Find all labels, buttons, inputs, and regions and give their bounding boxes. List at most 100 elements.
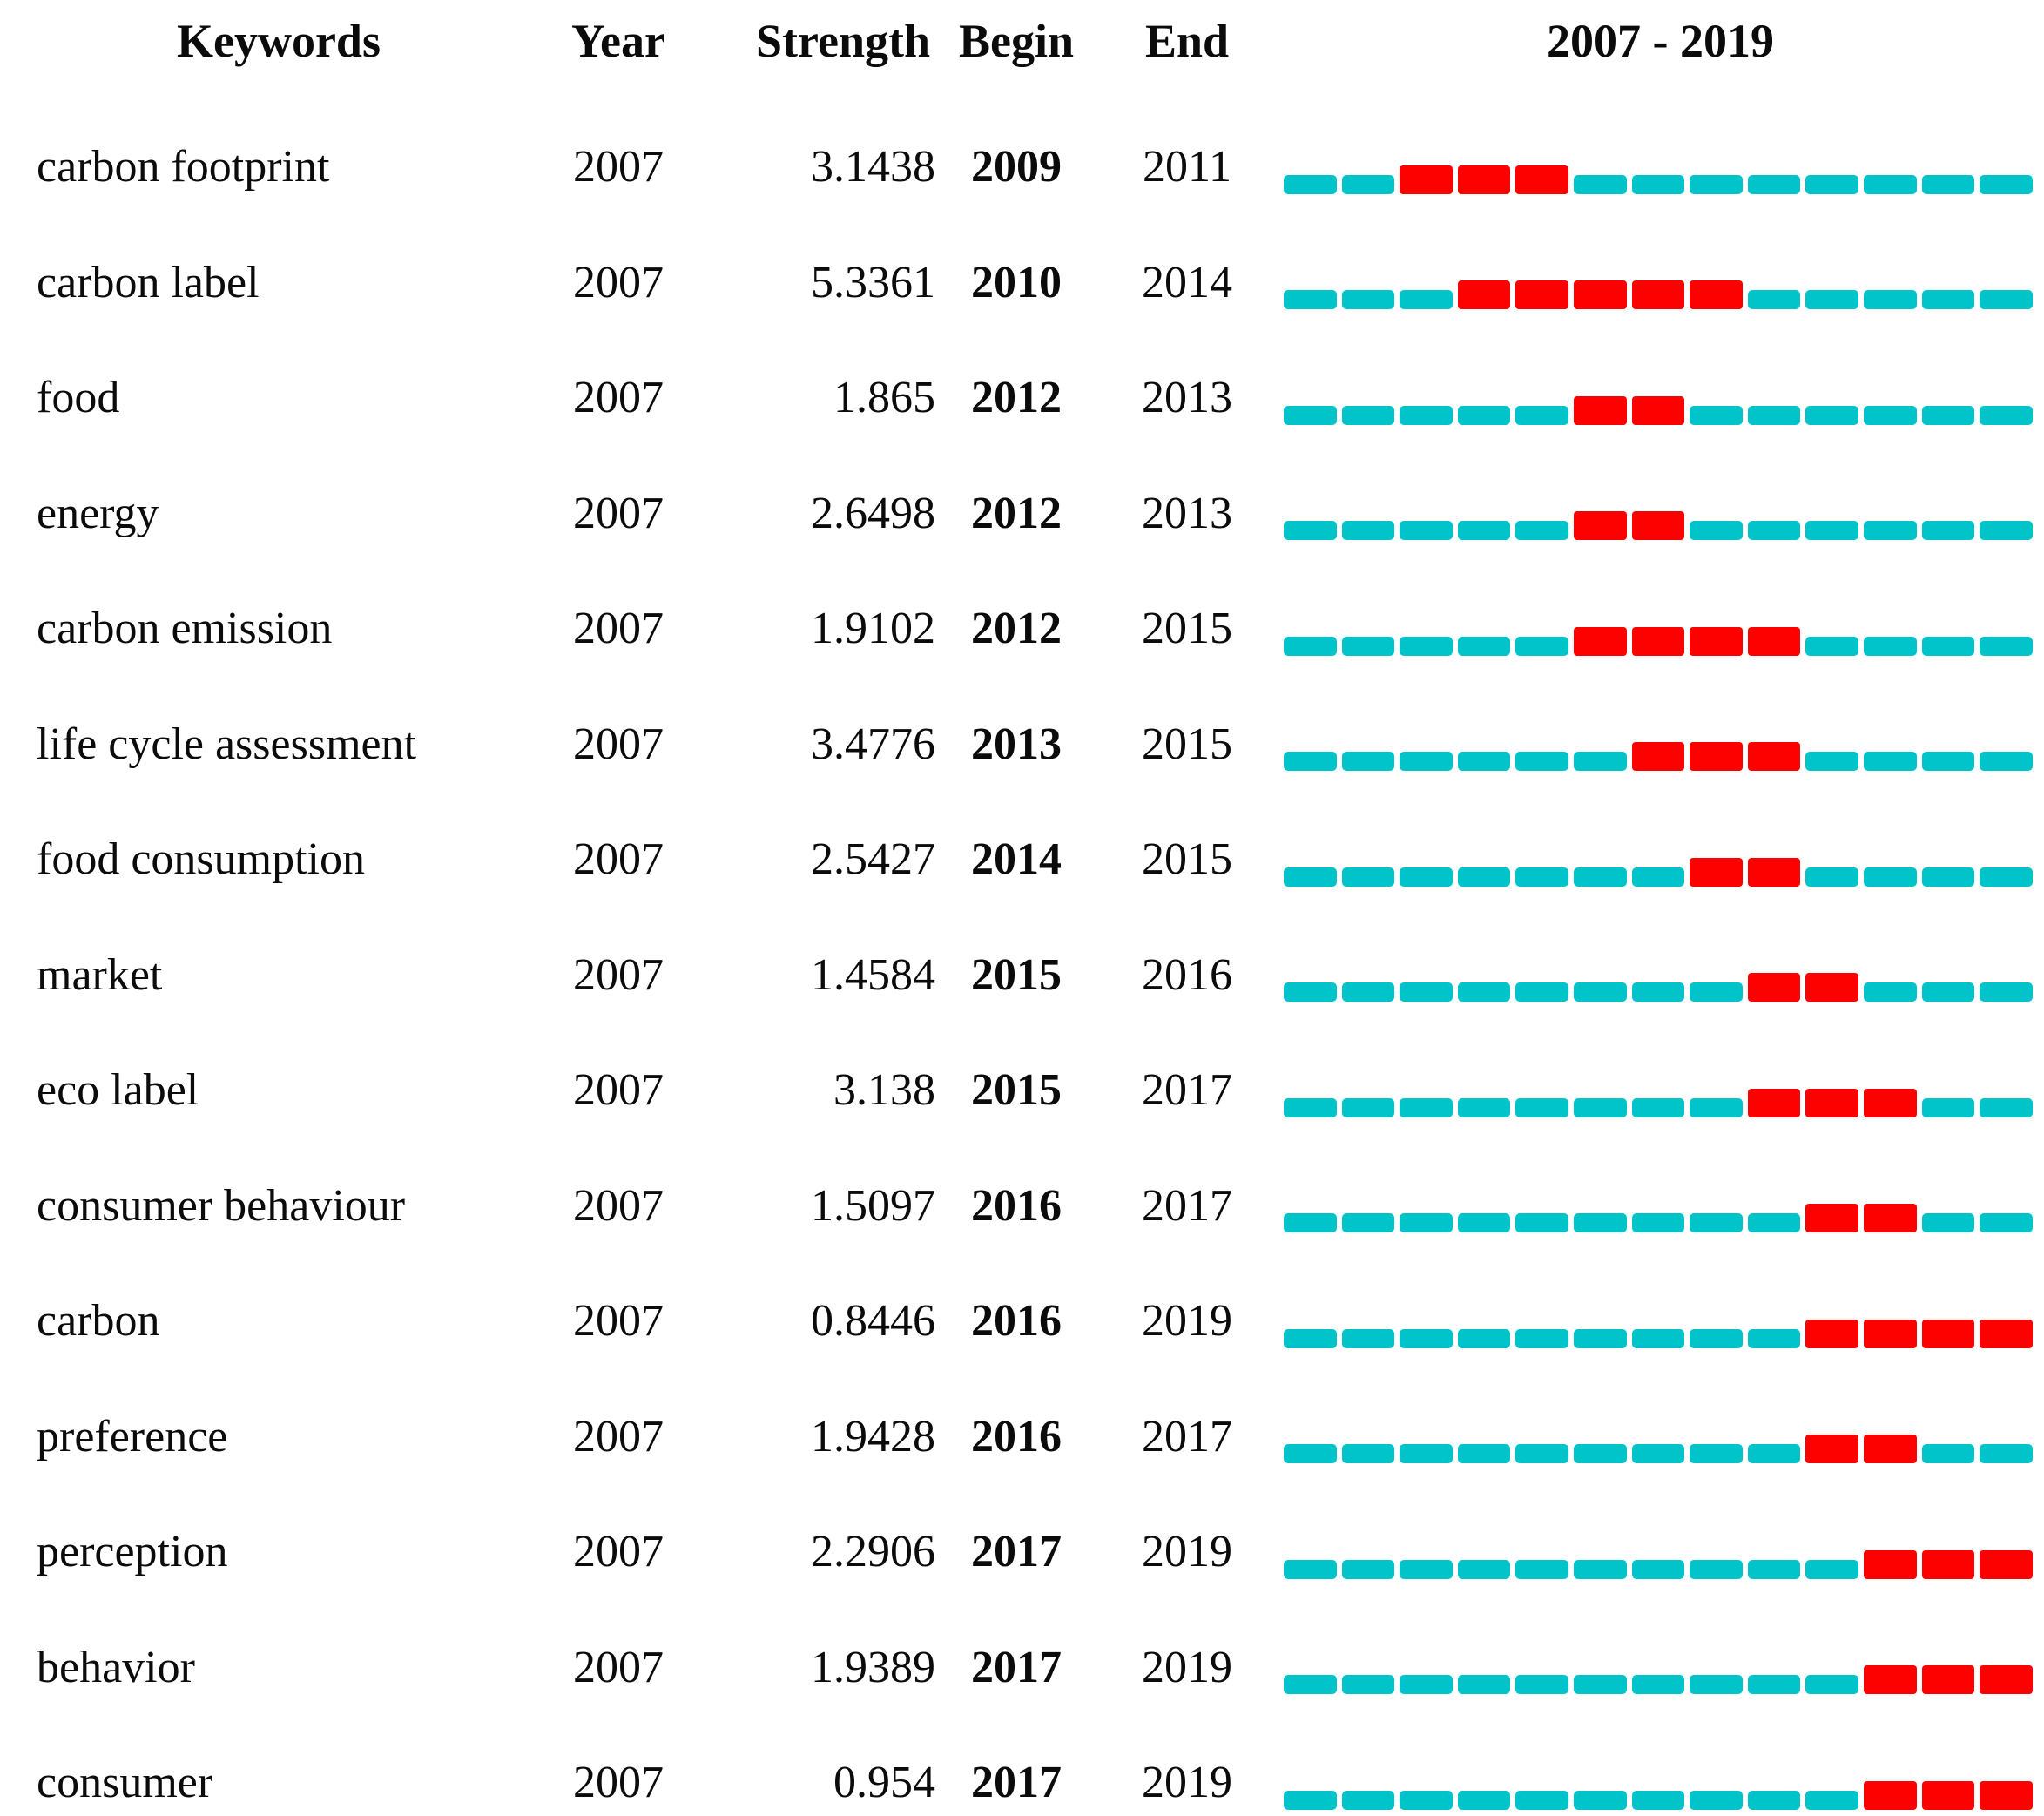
base-segment	[1515, 752, 1568, 771]
end-cell: 2019	[1142, 1296, 1232, 1346]
base-segment	[1921, 636, 1975, 656]
year-cell: 2007	[573, 719, 664, 769]
base-segment	[1921, 405, 1975, 425]
burst-segment	[1400, 165, 1453, 194]
table-row: food consumption 2007 2.5427 2014 2015	[0, 776, 2044, 892]
burst-segment	[1573, 280, 1627, 309]
header-begin: Begin	[958, 15, 1075, 67]
keyword-cell: food consumption	[37, 834, 365, 884]
burst-segment	[1573, 626, 1627, 656]
base-segment	[1400, 1213, 1453, 1232]
base-segment	[1921, 1444, 1975, 1463]
table-row: carbon emission 2007 1.9102 2012 2015	[0, 545, 2044, 661]
strength-cell: 3.1438	[811, 142, 935, 192]
base-segment	[1631, 1675, 1685, 1694]
year-cell: 2007	[573, 1758, 664, 1807]
burst-segment	[1921, 1665, 1975, 1694]
strength-cell: 1.9389	[811, 1642, 935, 1692]
base-segment	[1805, 290, 1858, 309]
begin-cell: 2016	[971, 1296, 1062, 1346]
base-segment	[1457, 1097, 1511, 1117]
base-segment	[1341, 1097, 1395, 1117]
base-segment	[1747, 1328, 1801, 1348]
strength-cell: 0.8446	[811, 1296, 935, 1346]
keyword-cell: carbon label	[37, 257, 260, 307]
base-segment	[1863, 636, 1917, 656]
base-segment	[1400, 636, 1453, 656]
base-segment	[1690, 1213, 1743, 1232]
table-row: consumer 2007 0.954 2017 2019	[0, 1699, 2044, 1815]
begin-cell: 2017	[971, 1642, 1062, 1692]
burst-segment	[1863, 1204, 1917, 1232]
begin-cell: 2014	[971, 834, 1062, 884]
base-segment	[1457, 405, 1511, 425]
base-segment	[1515, 1675, 1568, 1694]
base-segment	[1747, 1790, 1801, 1810]
begin-cell: 2009	[971, 142, 1062, 192]
base-segment	[1805, 521, 1858, 540]
base-segment	[1515, 1097, 1568, 1117]
begin-cell: 2012	[971, 604, 1062, 653]
year-cell: 2007	[573, 373, 664, 422]
base-segment	[1400, 1444, 1453, 1463]
burst-segment	[1515, 165, 1568, 194]
base-segment	[1747, 1675, 1801, 1694]
timeline-cell	[1277, 1584, 2044, 1700]
end-cell: 2015	[1142, 604, 1232, 653]
base-segment	[1805, 174, 1858, 194]
timeline-cell	[1277, 1123, 2044, 1239]
base-segment	[1515, 1790, 1568, 1810]
keyword-cell: consumer	[37, 1758, 213, 1807]
end-cell: 2015	[1142, 834, 1232, 884]
end-cell: 2014	[1142, 257, 1232, 307]
base-segment	[1980, 1097, 2033, 1117]
burst-segment	[1863, 1780, 1917, 1810]
base-segment	[1863, 290, 1917, 309]
burst-segment	[1690, 626, 1743, 656]
base-segment	[1631, 1444, 1685, 1463]
timeline-strip	[1284, 280, 2033, 309]
base-segment	[1573, 752, 1627, 771]
year-cell: 2007	[573, 1411, 664, 1462]
burst-segment	[1690, 742, 1743, 771]
base-segment	[1690, 405, 1743, 425]
end-cell: 2016	[1142, 949, 1232, 1000]
keyword-cell: life cycle assessment	[37, 719, 417, 769]
base-segment	[1284, 1097, 1337, 1117]
keyword-cell: consumer behaviour	[37, 1180, 406, 1231]
base-segment	[1341, 1444, 1395, 1463]
base-segment	[1400, 1328, 1453, 1348]
base-segment	[1631, 1097, 1685, 1117]
strength-cell: 5.3361	[811, 257, 935, 307]
base-segment	[1457, 1213, 1511, 1232]
base-segment	[1284, 290, 1337, 309]
base-segment	[1921, 1213, 1975, 1232]
base-segment	[1457, 1675, 1511, 1694]
table-header-row: Keywords Year Strength Begin End 2007 - …	[0, 0, 2044, 84]
table-row: behavior 2007 1.9389 2017 2019	[0, 1584, 2044, 1700]
table-row: eco label 2007 3.138 2015 2017	[0, 1007, 2044, 1123]
base-segment	[1980, 290, 2033, 309]
burst-segment	[1980, 1549, 2033, 1579]
base-segment	[1921, 752, 1975, 771]
base-segment	[1690, 1444, 1743, 1463]
end-cell: 2019	[1142, 1527, 1232, 1576]
end-cell: 2019	[1142, 1758, 1232, 1807]
base-segment	[1284, 405, 1337, 425]
base-segment	[1980, 521, 2033, 540]
burst-segment	[1747, 857, 1801, 887]
base-segment	[1341, 521, 1395, 540]
end-cell: 2017	[1142, 1411, 1232, 1462]
base-segment	[1863, 867, 1917, 887]
burst-segment	[1631, 626, 1685, 656]
base-segment	[1341, 867, 1395, 887]
base-segment	[1457, 1790, 1511, 1810]
base-segment	[1921, 982, 1975, 1002]
timeline-cell	[1277, 545, 2044, 661]
timeline-cell	[1277, 892, 2044, 1008]
timeline-strip	[1284, 1435, 2033, 1463]
burst-segment	[1457, 165, 1511, 194]
timeline-cell	[1277, 776, 2044, 892]
base-segment	[1341, 405, 1395, 425]
burst-segment	[1980, 1319, 2033, 1348]
